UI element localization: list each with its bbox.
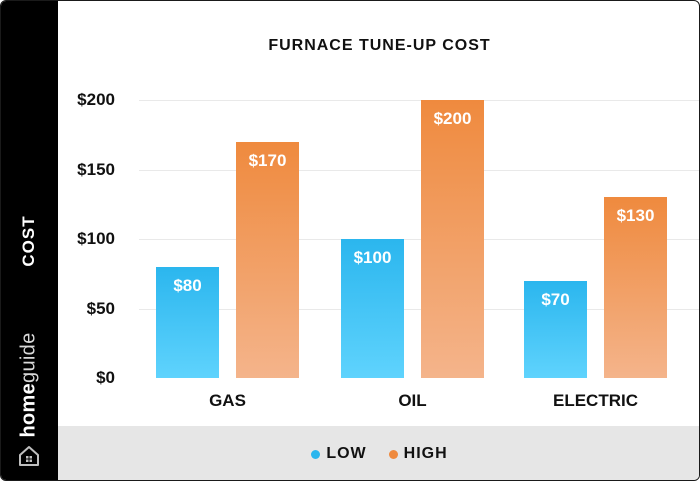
x-tick-label: GAS — [209, 391, 246, 410]
x-tick-label: ELECTRIC — [553, 391, 638, 410]
y-axis-label: COST — [19, 215, 38, 267]
bar-gas-low — [156, 266, 219, 378]
y-tick-label: $100 — [77, 229, 115, 248]
legend-label-low: LOW — [326, 445, 367, 462]
y-tick-label: $200 — [77, 90, 115, 109]
brand-logo: homeguide — [18, 333, 41, 438]
y-tick-label: $150 — [77, 159, 115, 179]
data-label: $170 — [248, 150, 287, 170]
x-tick-label: OIL — [398, 391, 427, 410]
bar-electric-low — [524, 280, 587, 378]
home-icon — [19, 446, 39, 466]
side-panel: COST homeguide — [1, 1, 58, 480]
bar-oil-low — [341, 239, 404, 378]
bar-gas-high — [236, 141, 299, 378]
bar-oil-high — [421, 100, 484, 378]
data-label: $80 — [173, 275, 202, 295]
gridline — [139, 309, 699, 310]
gridline — [139, 100, 699, 101]
data-label: $100 — [353, 248, 392, 267]
data-label: $70 — [541, 289, 570, 309]
bar-electric-high — [604, 197, 667, 378]
data-label: $130 — [616, 206, 655, 226]
gridline — [139, 239, 699, 240]
chart-title: FURNACE TUNE-UP COST — [268, 37, 491, 54]
legend-bar: LOW HIGH — [58, 426, 699, 480]
legend-dot-low — [311, 449, 321, 459]
brand-part-home: home — [17, 382, 40, 438]
legend-item-high: HIGH — [388, 445, 448, 463]
y-tick-label: $50 — [86, 298, 115, 318]
brand-part-guide: guide — [17, 332, 40, 383]
legend: LOW HIGH — [58, 426, 699, 480]
legend-item-low: LOW — [311, 445, 366, 463]
gridline — [139, 170, 699, 171]
data-label: $200 — [433, 109, 472, 128]
y-tick-label: $0 — [96, 368, 115, 387]
legend-dot-high — [388, 449, 398, 459]
legend-label-high: HIGH — [403, 445, 448, 462]
